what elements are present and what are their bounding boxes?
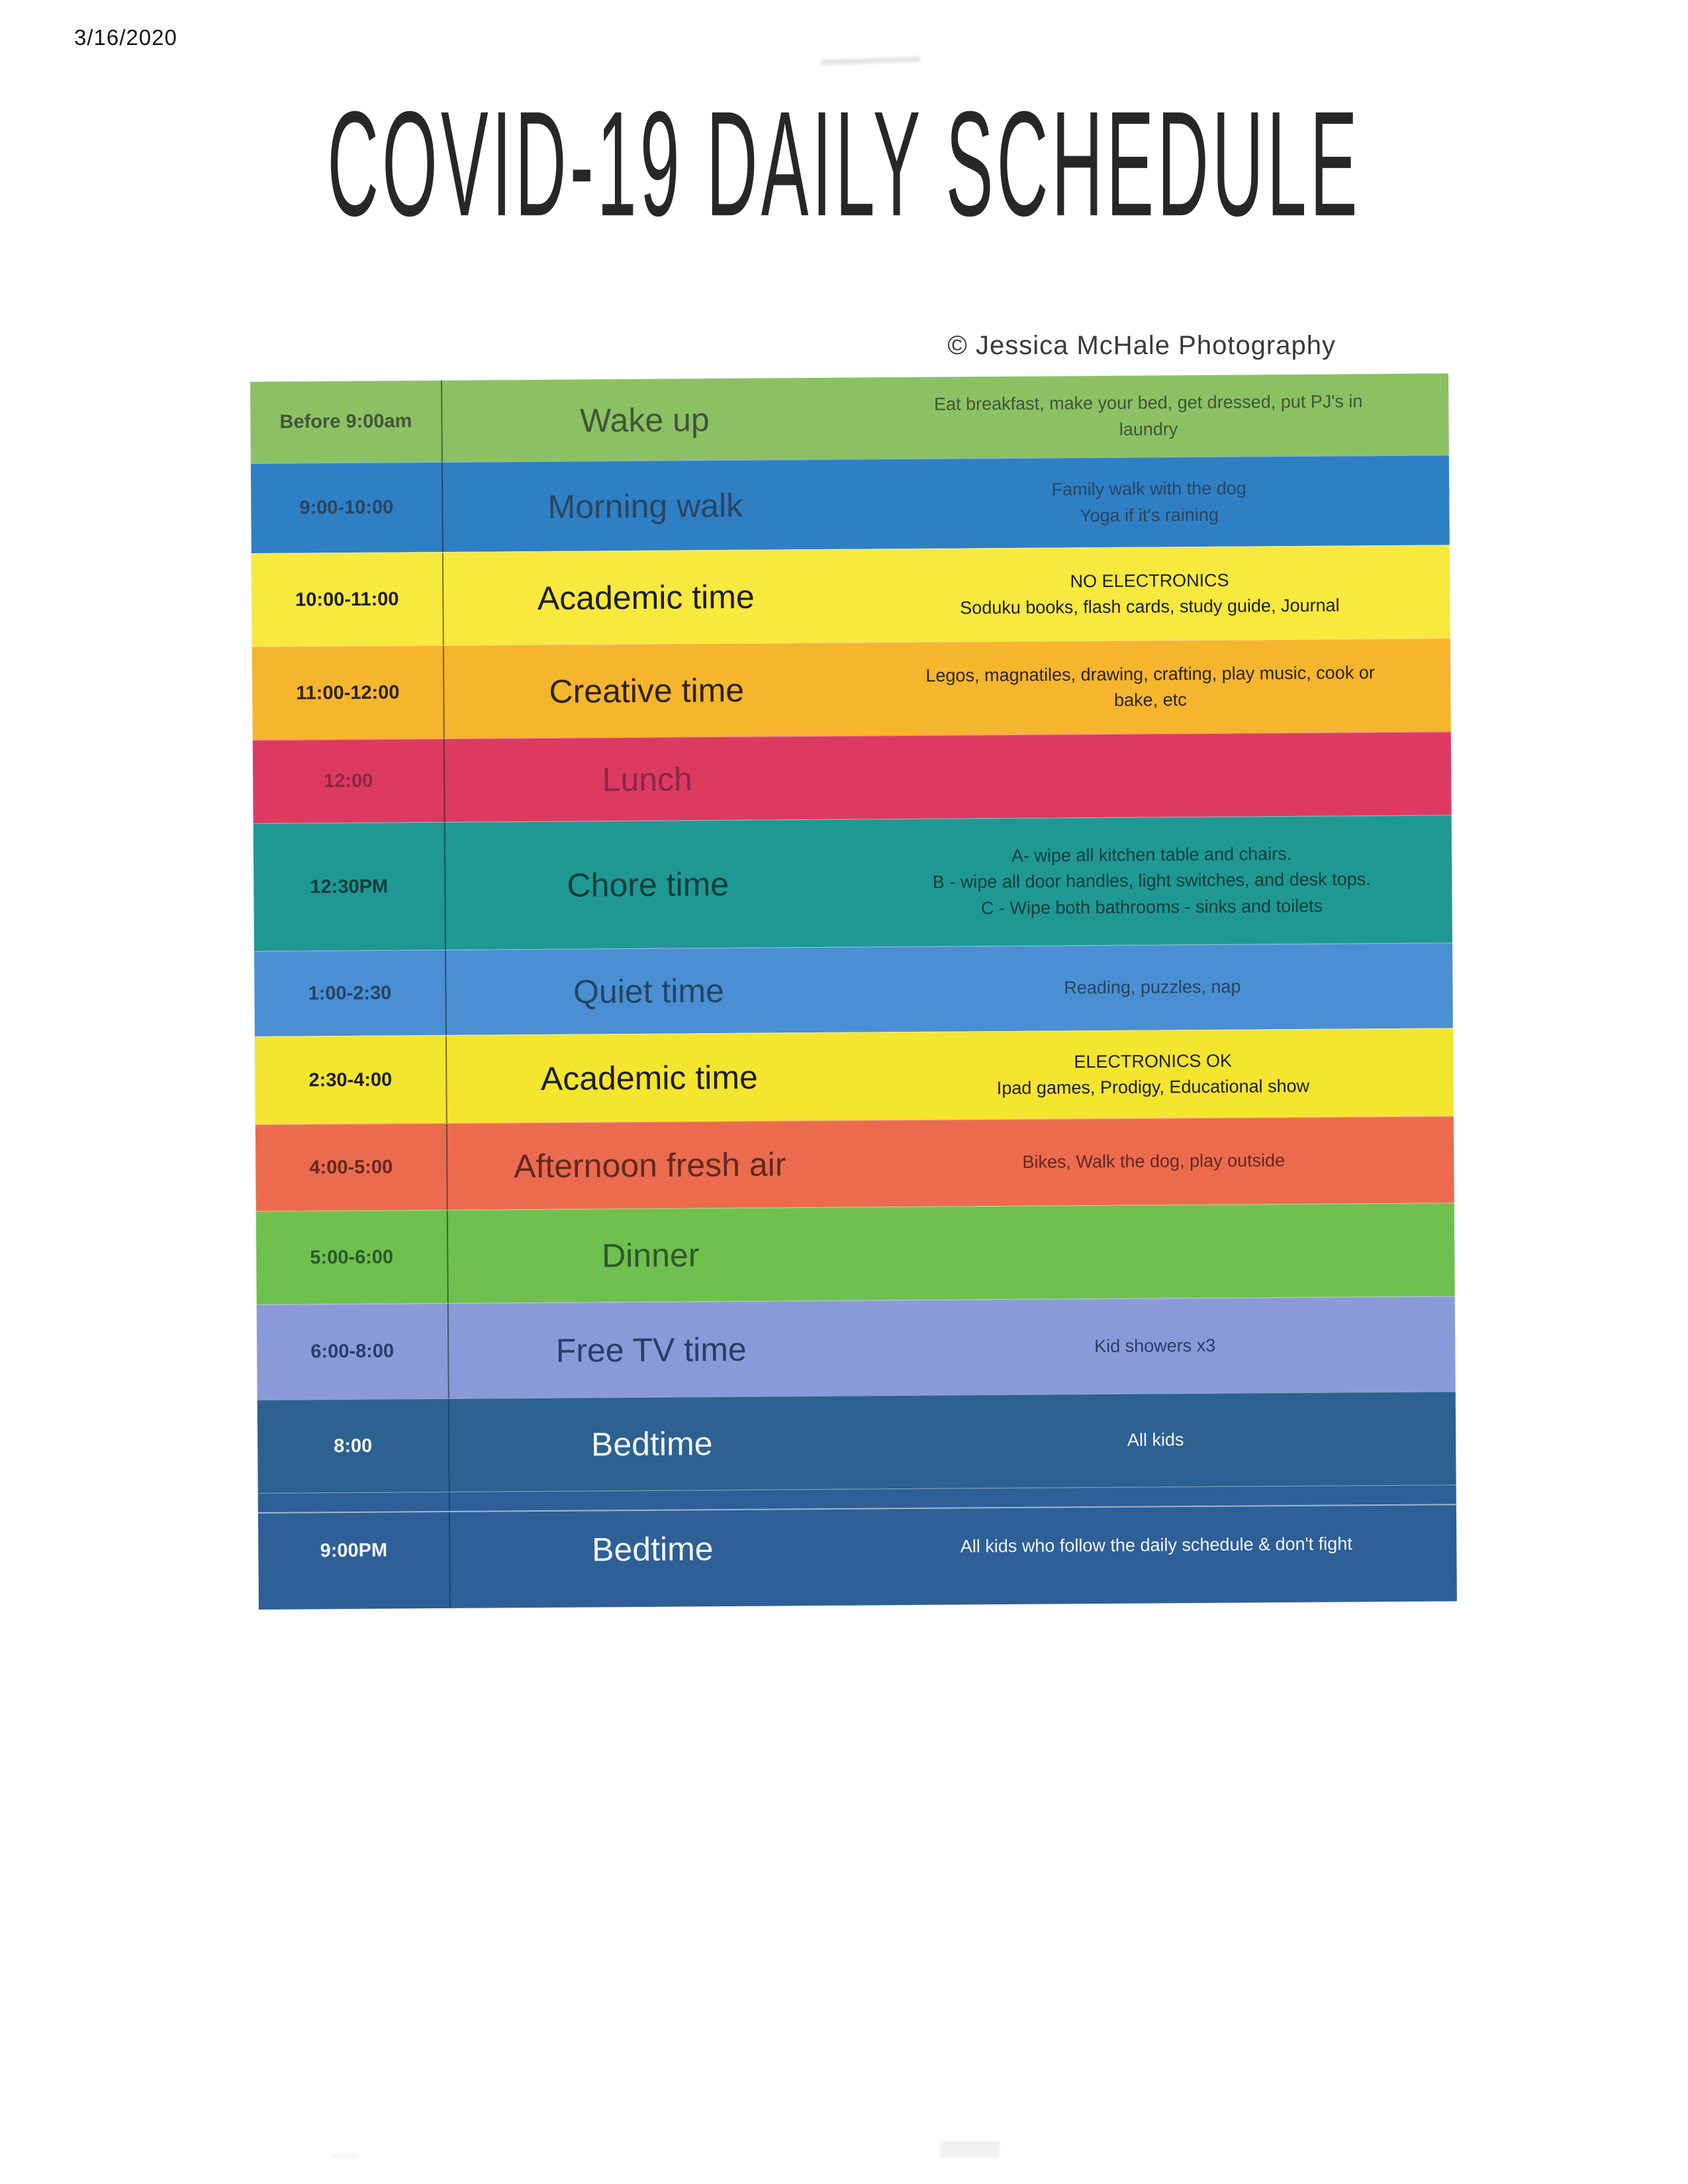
time-cell: Before 9:00am <box>279 410 412 433</box>
time-cell: 11:00-12:00 <box>295 681 400 704</box>
details-cell: Reading, puzzles, nap <box>1064 976 1241 998</box>
time-cell: 8:00 <box>334 1435 373 1457</box>
details-cell: All kids who follow the daily schedule &… <box>960 1533 1352 1557</box>
activity-cell: Morning walk <box>547 486 743 525</box>
activity-cell: Academic time <box>537 578 755 617</box>
scan-artifact <box>820 56 921 66</box>
scan-artifact <box>940 2141 1000 2158</box>
schedule-row-bedtime-8: 8:00 Bedtime All kids <box>257 1391 1456 1493</box>
time-cell: 1:00-2:30 <box>308 982 392 1004</box>
activity-cell: Bedtime <box>590 1425 713 1463</box>
schedule-row-dinner: 5:00-6:00 Dinner <box>256 1203 1455 1304</box>
schedule-row-afternoon-fresh-air: 4:00-5:00 Afternoon fresh air Bikes, Wal… <box>255 1116 1454 1211</box>
scan-date: 3/16/2020 <box>74 25 177 50</box>
activity-cell: Afternoon fresh air <box>513 1146 786 1185</box>
time-cell: 5:00-6:00 <box>310 1246 394 1268</box>
details-cell: All kids <box>1127 1430 1184 1451</box>
activity-cell: Wake up <box>579 400 710 439</box>
schedule-row-wake-up: Before 9:00am Wake up Eat breakfast, mak… <box>250 373 1449 463</box>
schedule-row-academic-time-am: 10:00-11:00 Academic time NO ELECTRONICS… <box>251 545 1450 647</box>
activity-cell: Dinner <box>601 1236 700 1275</box>
details-cell: Legos, magnatiles, drawing, crafting, pl… <box>925 662 1375 710</box>
activity-cell: Lunch <box>602 760 693 798</box>
details-cell: ELECTRONICS OK Ipad games, Prodigy, Educ… <box>996 1050 1310 1099</box>
time-cell: 10:00-11:00 <box>295 588 399 611</box>
schedule-row-academic-time-pm: 2:30-4:00 Academic time ELECTRONICS OK I… <box>254 1028 1454 1124</box>
activity-cell: Chore time <box>567 865 729 904</box>
time-cell: 6:00-8:00 <box>310 1340 395 1363</box>
details-cell: Bikes, Walk the dog, play outside <box>1022 1150 1286 1173</box>
schedule-row-lunch: 12:00 Lunch <box>252 731 1452 823</box>
details-cell: Eat breakfast, make your bed, get dresse… <box>933 391 1363 439</box>
activity-cell: Academic time <box>540 1058 758 1097</box>
details-cell: A- wipe all kitchen table and chairs. B … <box>932 844 1371 918</box>
page-title: COVID-19 DAILY SCHEDULE <box>327 80 1361 248</box>
schedule-row-creative-time: 11:00-12:00 Creative time Legos, magnati… <box>252 638 1451 740</box>
details-cell: Kid showers x3 <box>1094 1335 1216 1357</box>
details-cell: NO ELECTRONICS Soduku books, flash cards… <box>960 570 1340 618</box>
details-cell <box>851 732 1452 819</box>
activity-cell: Free TV time <box>555 1330 747 1369</box>
scan-artifact <box>331 2154 357 2158</box>
schedule-row-morning-walk: 9:00-10:00 Morning walk Family walk with… <box>250 455 1450 553</box>
time-cell: 2:30-4:00 <box>308 1069 393 1091</box>
photo-credit: © Jessica McHale Photography <box>947 331 1336 360</box>
schedule-row-quiet-time: 1:00-2:30 Quiet time Reading, puzzles, n… <box>254 942 1453 1036</box>
details-cell <box>854 1203 1455 1300</box>
time-cell: 12:30PM <box>310 876 389 897</box>
title-wrap: COVID-19 DAILY SCHEDULE <box>0 78 1688 248</box>
schedule-row-free-tv-time: 6:00-8:00 Free TV time Kid showers x3 <box>256 1296 1456 1400</box>
time-cell: 12:00 <box>324 770 373 792</box>
schedule-row-bedtime-9: 9:00PM Bedtime All kids who follow the d… <box>258 1484 1457 1610</box>
activity-cell: Bedtime <box>591 1529 714 1568</box>
time-cell: 9:00-10:00 <box>299 496 394 519</box>
schedule-row-chore-time: 12:30PM Chore time A- wipe all kitchen t… <box>253 815 1452 951</box>
activity-cell: Quiet time <box>573 972 725 1011</box>
time-cell: 4:00-5:00 <box>309 1156 393 1178</box>
activity-cell: Creative time <box>549 671 745 710</box>
schedule-table: Before 9:00am Wake up Eat breakfast, mak… <box>250 373 1457 1610</box>
time-cell: 9:00PM <box>320 1539 388 1562</box>
details-cell: Family walk with the dog Yoga if it's ra… <box>1051 478 1246 525</box>
